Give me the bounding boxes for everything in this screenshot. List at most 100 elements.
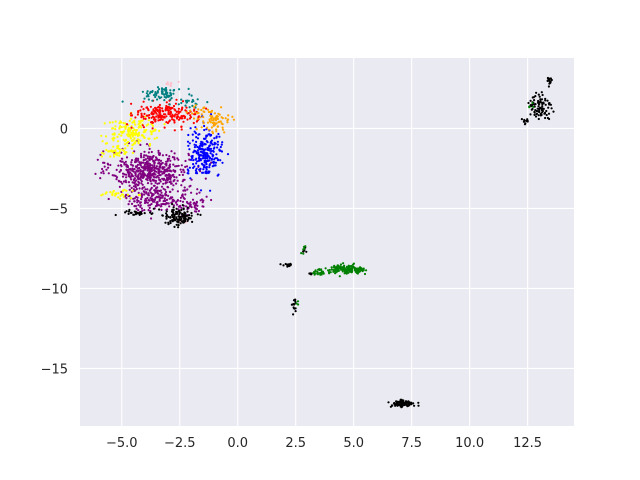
data-point [120, 126, 123, 129]
data-point [112, 190, 115, 193]
data-point [165, 101, 168, 104]
data-point [172, 184, 175, 187]
data-point [99, 177, 102, 180]
data-point [139, 139, 142, 142]
data-point [140, 112, 143, 115]
data-point [145, 106, 148, 109]
data-point [197, 108, 200, 111]
data-point [185, 205, 188, 208]
data-point [120, 121, 123, 124]
data-point [549, 77, 553, 80]
data-point [172, 92, 175, 95]
data-point [190, 191, 193, 194]
data-point [324, 267, 327, 270]
data-point [169, 216, 172, 219]
data-point [142, 100, 145, 103]
data-point [292, 299, 296, 302]
data-point [105, 148, 108, 152]
data-point [407, 404, 410, 407]
data-point [135, 179, 138, 182]
data-point [192, 105, 195, 108]
data-point [160, 191, 163, 194]
data-point [149, 204, 152, 207]
data-point [171, 211, 175, 214]
data-point [208, 166, 211, 169]
data-point [539, 106, 542, 109]
data-point [183, 211, 186, 214]
data-point [400, 402, 403, 405]
data-point [122, 149, 125, 152]
data-point [143, 186, 146, 189]
data-point [314, 269, 317, 272]
data-point [142, 126, 145, 129]
data-point [177, 110, 180, 113]
data-point [220, 106, 223, 109]
data-point [119, 125, 122, 128]
data-point [137, 200, 140, 203]
data-point [191, 156, 194, 159]
data-point [535, 112, 538, 116]
data-point [138, 187, 141, 190]
data-point [125, 168, 128, 171]
data-point [141, 183, 144, 186]
data-point [217, 132, 220, 136]
data-point [145, 114, 148, 117]
data-point [197, 209, 200, 213]
data-point [148, 92, 151, 95]
data-point [294, 300, 297, 303]
data-point [208, 170, 211, 173]
data-point [158, 166, 161, 169]
data-point [520, 118, 524, 121]
data-point [180, 125, 183, 128]
data-point [537, 101, 540, 104]
data-point [125, 189, 128, 192]
data-point [392, 402, 396, 405]
data-point [216, 140, 219, 143]
data-point [189, 201, 192, 204]
data-point [205, 168, 208, 171]
data-point [168, 173, 171, 176]
data-point [131, 181, 134, 184]
data-point [159, 193, 162, 196]
data-point [533, 113, 536, 116]
data-point [161, 92, 164, 95]
data-point [150, 212, 153, 215]
data-point [159, 196, 162, 200]
data-point [157, 149, 160, 152]
data-point [124, 160, 127, 163]
data-point [147, 95, 150, 98]
data-point [534, 95, 537, 98]
data-point [152, 184, 156, 187]
data-point [180, 164, 183, 167]
data-point [184, 165, 187, 168]
data-point [134, 116, 137, 119]
data-point [164, 190, 168, 194]
data-point [528, 106, 531, 109]
data-point [359, 268, 363, 271]
data-point [100, 151, 104, 154]
data-point [204, 177, 207, 180]
data-point [167, 186, 170, 189]
data-point [296, 300, 300, 303]
data-point [162, 113, 166, 116]
data-point [102, 170, 105, 173]
data-point [131, 151, 134, 154]
data-point [117, 196, 120, 199]
data-point [165, 193, 168, 197]
data-point [203, 137, 206, 140]
data-point [127, 129, 130, 133]
data-point [135, 128, 138, 132]
data-point [530, 108, 533, 111]
data-point [139, 170, 142, 173]
data-point [148, 147, 151, 150]
data-point [293, 303, 296, 306]
data-point [215, 136, 218, 139]
data-point [165, 202, 168, 205]
data-point [150, 166, 154, 170]
data-point [143, 193, 146, 196]
data-point [156, 196, 159, 199]
data-point [219, 145, 222, 149]
data-point [211, 165, 214, 168]
data-point [179, 199, 182, 203]
data-point [119, 197, 122, 200]
